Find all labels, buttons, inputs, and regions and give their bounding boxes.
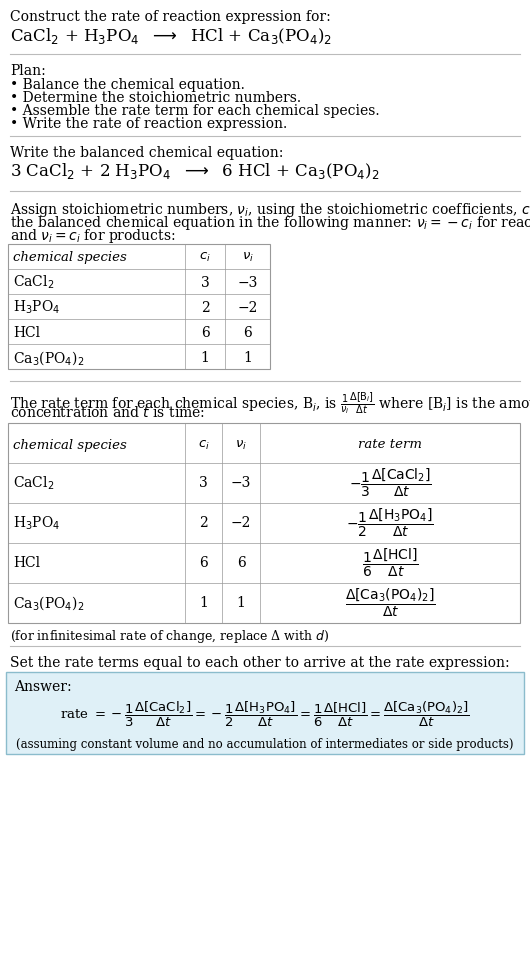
Text: 6: 6 xyxy=(199,556,208,570)
Bar xyxy=(8,244,270,369)
Text: and $\nu_i = c_i$ for products:: and $\nu_i = c_i$ for products: xyxy=(10,227,175,245)
Text: $\nu_i$: $\nu_i$ xyxy=(242,251,253,264)
Text: Ca$_3$(PO$_4$)$_2$: Ca$_3$(PO$_4$)$_2$ xyxy=(13,594,84,612)
Text: −3: −3 xyxy=(231,476,251,490)
Text: 2: 2 xyxy=(201,301,209,314)
Text: Set the rate terms equal to each other to arrive at the rate expression:: Set the rate terms equal to each other t… xyxy=(10,656,510,670)
Text: concentration and $t$ is time:: concentration and $t$ is time: xyxy=(10,405,205,420)
Text: $\nu_i$: $\nu_i$ xyxy=(235,438,247,452)
Text: rate term: rate term xyxy=(358,438,422,452)
Text: CaCl$_2$ + H$_3$PO$_4$  $\longrightarrow$  HCl + Ca$_3$(PO$_4$)$_2$: CaCl$_2$ + H$_3$PO$_4$ $\longrightarrow$… xyxy=(10,26,332,46)
Text: 6: 6 xyxy=(243,326,252,340)
Text: (for infinitesimal rate of change, replace Δ with $d$): (for infinitesimal rate of change, repla… xyxy=(10,628,330,645)
Text: chemical species: chemical species xyxy=(13,438,127,452)
Text: • Assemble the rate term for each chemical species.: • Assemble the rate term for each chemic… xyxy=(10,104,379,118)
Text: 3: 3 xyxy=(201,276,209,290)
Text: $\dfrac{1}{6}\dfrac{\Delta[\mathrm{HCl}]}{\Delta t}$: $\dfrac{1}{6}\dfrac{\Delta[\mathrm{HCl}]… xyxy=(361,547,418,579)
Text: 3: 3 xyxy=(199,476,208,490)
Text: $\dfrac{\Delta[\mathrm{Ca_3(PO_4)_2}]}{\Delta t}$: $\dfrac{\Delta[\mathrm{Ca_3(PO_4)_2}]}{\… xyxy=(344,587,435,619)
Text: $c_i$: $c_i$ xyxy=(198,438,209,452)
Text: 1: 1 xyxy=(200,350,209,365)
Text: −3: −3 xyxy=(237,276,258,290)
Text: 1: 1 xyxy=(243,350,252,365)
Text: CaCl$_2$: CaCl$_2$ xyxy=(13,274,54,292)
Text: Ca$_3$(PO$_4$)$_2$: Ca$_3$(PO$_4$)$_2$ xyxy=(13,348,84,367)
Text: chemical species: chemical species xyxy=(13,251,127,264)
Text: 6: 6 xyxy=(236,556,245,570)
Text: Construct the rate of reaction expression for:: Construct the rate of reaction expressio… xyxy=(10,10,331,24)
Text: 1: 1 xyxy=(199,596,208,610)
Text: −2: −2 xyxy=(231,516,251,530)
Text: • Balance the chemical equation.: • Balance the chemical equation. xyxy=(10,78,245,92)
Text: 2: 2 xyxy=(199,516,208,530)
Text: Plan:: Plan: xyxy=(10,64,46,78)
Text: −2: −2 xyxy=(237,301,258,314)
Text: (assuming constant volume and no accumulation of intermediates or side products): (assuming constant volume and no accumul… xyxy=(16,738,514,751)
Text: 6: 6 xyxy=(201,326,209,340)
Text: CaCl$_2$: CaCl$_2$ xyxy=(13,474,54,492)
Text: rate $= -\dfrac{1}{3}\dfrac{\Delta[\mathrm{CaCl_2}]}{\Delta t} = -\dfrac{1}{2}\d: rate $= -\dfrac{1}{3}\dfrac{\Delta[\math… xyxy=(60,700,470,729)
Text: the balanced chemical equation in the following manner: $\nu_i = -c_i$ for react: the balanced chemical equation in the fo… xyxy=(10,214,530,232)
Text: 1: 1 xyxy=(236,596,245,610)
Bar xyxy=(6,672,524,754)
Text: HCl: HCl xyxy=(13,556,40,570)
Text: Write the balanced chemical equation:: Write the balanced chemical equation: xyxy=(10,146,284,160)
Text: • Determine the stoichiometric numbers.: • Determine the stoichiometric numbers. xyxy=(10,91,301,105)
Text: $c_i$: $c_i$ xyxy=(199,251,211,264)
Text: Assign stoichiometric numbers, $\nu_i$, using the stoichiometric coefficients, $: Assign stoichiometric numbers, $\nu_i$, … xyxy=(10,201,530,219)
Text: The rate term for each chemical species, B$_i$, is $\frac{1}{\nu_i}\frac{\Delta[: The rate term for each chemical species,… xyxy=(10,391,530,417)
Text: HCl: HCl xyxy=(13,326,40,340)
Text: $-\dfrac{1}{2}\dfrac{\Delta[\mathrm{H_3PO_4}]}{\Delta t}$: $-\dfrac{1}{2}\dfrac{\Delta[\mathrm{H_3P… xyxy=(346,507,434,539)
Text: H$_3$PO$_4$: H$_3$PO$_4$ xyxy=(13,299,60,316)
Text: $-\dfrac{1}{3}\dfrac{\Delta[\mathrm{CaCl_2}]}{\Delta t}$: $-\dfrac{1}{3}\dfrac{\Delta[\mathrm{CaCl… xyxy=(349,467,431,499)
Bar xyxy=(8,423,520,623)
Text: • Write the rate of reaction expression.: • Write the rate of reaction expression. xyxy=(10,117,287,131)
Text: 3 CaCl$_2$ + 2 H$_3$PO$_4$  $\longrightarrow$  6 HCl + Ca$_3$(PO$_4$)$_2$: 3 CaCl$_2$ + 2 H$_3$PO$_4$ $\longrightar… xyxy=(10,161,380,181)
Text: Answer:: Answer: xyxy=(14,680,72,694)
Text: H$_3$PO$_4$: H$_3$PO$_4$ xyxy=(13,514,60,532)
